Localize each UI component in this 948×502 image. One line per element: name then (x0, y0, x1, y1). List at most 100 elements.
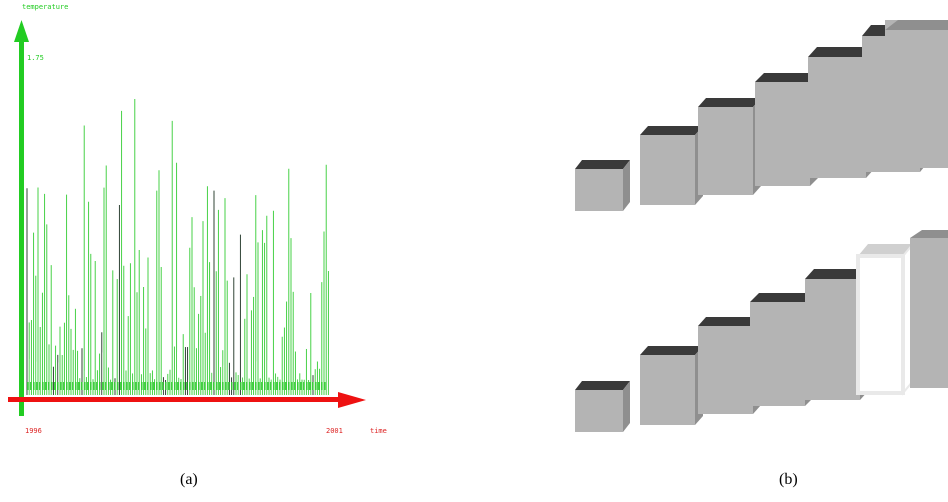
box-top (808, 47, 875, 57)
base-bar (87, 382, 89, 390)
base-bar (30, 382, 32, 390)
caption-a: (a) (180, 471, 198, 488)
box-front (575, 169, 623, 211)
base-bar (93, 382, 95, 390)
base-bar (75, 382, 77, 390)
box-side (623, 381, 630, 432)
box-r1-back-cap (885, 20, 948, 30)
base-bar (39, 382, 41, 390)
base-bar (261, 382, 263, 390)
x-tick-start: 1996 (25, 427, 42, 435)
box-front (805, 279, 860, 400)
base-bar (153, 382, 155, 390)
y-axis-arrow (14, 20, 29, 42)
base-bar (123, 382, 125, 390)
base-bar (78, 382, 80, 390)
base-bar (240, 382, 242, 390)
base-bar (276, 382, 278, 390)
base-bar (189, 382, 191, 390)
base-bar (309, 382, 311, 390)
base-bar (69, 382, 71, 390)
base-bar (273, 382, 275, 390)
box-top (858, 244, 913, 256)
base-bar (258, 382, 260, 390)
base-bar (60, 382, 62, 390)
base-bar (285, 382, 287, 390)
base-bar (213, 382, 215, 390)
box-r2-6-cap (910, 230, 948, 238)
box-top (805, 269, 869, 279)
base-bar (288, 382, 290, 390)
base-bar (237, 382, 239, 390)
base-bar (318, 382, 320, 390)
base-bar (210, 382, 212, 390)
box-r2-highlight (856, 241, 914, 396)
box-top (755, 73, 819, 82)
box-r1-1 (640, 126, 703, 205)
base-bar (99, 382, 101, 390)
base-bar (81, 382, 83, 390)
x-tick-end: 2001 (326, 427, 343, 435)
base-bar (108, 382, 110, 390)
base-bar (204, 382, 206, 390)
base-bar (243, 382, 245, 390)
base-bar (66, 382, 68, 390)
base-bar (90, 382, 92, 390)
x-axis-line (8, 397, 343, 402)
base-bar (300, 382, 302, 390)
base-bar (57, 382, 59, 390)
y-axis-line (19, 40, 24, 416)
box-front (698, 326, 753, 414)
base-bar (150, 382, 152, 390)
y-tick-label: 1.75 (27, 54, 44, 62)
box-side (623, 160, 630, 211)
base-bar (228, 382, 230, 390)
base-bar (144, 382, 146, 390)
base-bar (192, 382, 194, 390)
box-r1-2 (698, 98, 761, 195)
base-bar (315, 382, 317, 390)
box-r2-4 (805, 269, 869, 400)
base-bar (291, 382, 293, 390)
box-front (640, 135, 695, 205)
base-bar (294, 382, 296, 390)
base-bar (183, 382, 185, 390)
box-top (750, 293, 814, 302)
box-top (575, 381, 630, 390)
box-front (910, 238, 948, 388)
box-r2-0 (575, 381, 630, 432)
base-bar (267, 382, 269, 390)
box-front (755, 82, 810, 186)
base-bar (201, 382, 203, 390)
base-bar (252, 382, 254, 390)
base-bar (129, 382, 131, 390)
base-bar (225, 382, 227, 390)
base-bar (231, 382, 233, 390)
base-bar (114, 382, 116, 390)
box-front (750, 302, 805, 406)
box-front (640, 355, 695, 425)
box-top (698, 317, 761, 326)
box-front (915, 22, 948, 168)
base-bar (105, 382, 107, 390)
base-bar (102, 382, 104, 390)
base-bar (321, 382, 323, 390)
base-bar (246, 382, 248, 390)
base-bar (324, 382, 326, 390)
box-front (856, 254, 905, 395)
base-bar (45, 382, 47, 390)
base-bar (216, 382, 218, 390)
base-bar (42, 382, 44, 390)
box-r2-3 (750, 293, 814, 406)
bars-layer (26, 99, 330, 395)
base-bar (51, 382, 53, 390)
base-bar (279, 382, 281, 390)
base-bar (72, 382, 74, 390)
base-bar (165, 382, 167, 390)
base-bar (180, 382, 182, 390)
figure-a-chart: temperature 1.75 1996 2001 time (8, 3, 387, 435)
base-bar (255, 382, 257, 390)
box-r2-6 (910, 238, 948, 388)
base-bar (162, 382, 164, 390)
base-bar (126, 382, 128, 390)
